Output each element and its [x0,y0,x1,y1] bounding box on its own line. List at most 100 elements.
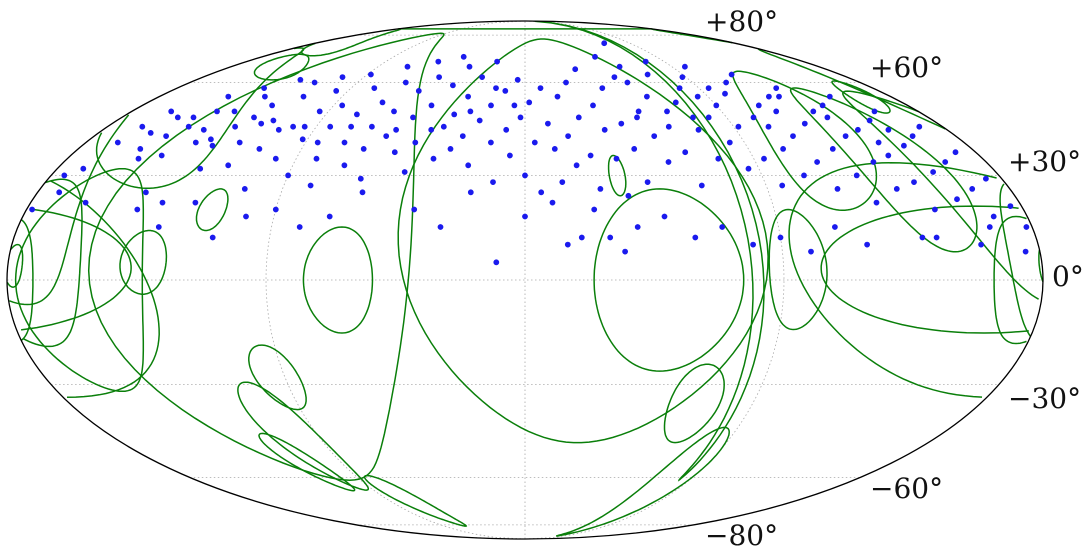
event-dot [564,241,571,248]
event-dot [705,114,712,121]
event-dot [954,196,960,203]
event-dot [919,234,926,241]
event-dot [526,99,533,106]
contour-line [22,178,1032,348]
event-dot [559,179,566,185]
event-dot [745,165,752,172]
event-dot [690,114,696,121]
event-dot [209,142,216,149]
event-dot [590,102,596,109]
event-dot [476,117,483,124]
event-dot [449,82,456,89]
event-dot [428,102,435,109]
event-dot [644,93,650,100]
event-dot [367,71,374,78]
event-dot [353,111,360,118]
event-dot [776,93,782,100]
event-dot [402,79,409,86]
event-dot [80,165,87,172]
event-points [29,40,1030,266]
event-dot [723,79,729,86]
event-dot [665,123,672,130]
event-dot [494,58,500,65]
event-dot [601,126,608,133]
event-dot [644,179,651,185]
event-dot [155,224,162,230]
event-dot [551,145,558,152]
map-outline [6,20,1044,540]
event-dot [435,58,442,65]
event-dot [607,234,614,241]
event-dot [672,99,679,106]
event-dot [258,120,265,127]
event-dot [307,182,314,189]
event-dot [698,182,705,189]
lat-label-plus80: +80° [705,5,778,38]
event-dot [932,206,938,213]
event-dot [575,114,582,121]
event-dot [502,88,509,94]
event-dot [411,206,418,213]
event-dot [61,172,68,179]
event-dot [243,213,249,220]
event-dot [735,123,742,130]
event-dot [587,152,594,159]
event-dot [29,206,35,213]
contour-line [534,20,765,482]
event-dot [503,126,510,133]
event-dot [829,145,836,152]
latitude-labels: +80° +60° +30° 0° −30° −60° −80° [705,5,1084,552]
event-dot [341,139,348,146]
event-dot [467,189,474,196]
event-dot [682,149,689,156]
event-dot [911,179,917,185]
event-dot [601,40,608,47]
event-dot [695,126,702,133]
event-dot [726,139,733,146]
event-dot [479,74,485,80]
event-dot [192,199,199,206]
event-dot [290,123,296,130]
event-dot [490,179,496,185]
lat-label-minus80: −80° [705,519,778,552]
event-dot [773,85,780,91]
event-dot [773,108,780,115]
contour-lines [6,20,1044,537]
event-dot [522,172,528,179]
event-dot [430,155,437,162]
contour-line [6,243,1044,288]
event-dot [333,88,340,94]
event-dot [147,129,154,136]
event-dot [885,152,892,159]
event-dot [209,234,216,241]
event-dot [232,123,238,130]
event-dot [642,58,649,65]
event-dot [514,76,521,83]
event-dot [986,224,993,230]
lat-label-plus30: +30° [1008,145,1081,178]
event-dot [200,126,207,133]
event-dot [790,133,796,139]
event-dot [824,114,831,121]
event-dot [368,123,375,130]
lat-label-plus60: +60° [870,51,943,84]
event-dot [163,133,169,139]
event-dot [631,145,638,152]
event-dot [311,79,318,86]
event-dot [301,123,308,130]
event-dot [231,108,238,115]
event-dot [930,169,936,175]
event-dot [661,213,668,220]
event-dot [158,152,165,159]
event-dot [842,133,849,139]
event-dot [339,102,346,109]
contour-line [50,162,997,398]
event-dot [391,149,398,156]
event-dot [313,155,320,162]
event-dot [272,206,279,213]
contour-line [253,53,310,81]
event-dot [871,108,878,115]
event-dot [339,74,346,80]
event-dot [909,133,916,139]
